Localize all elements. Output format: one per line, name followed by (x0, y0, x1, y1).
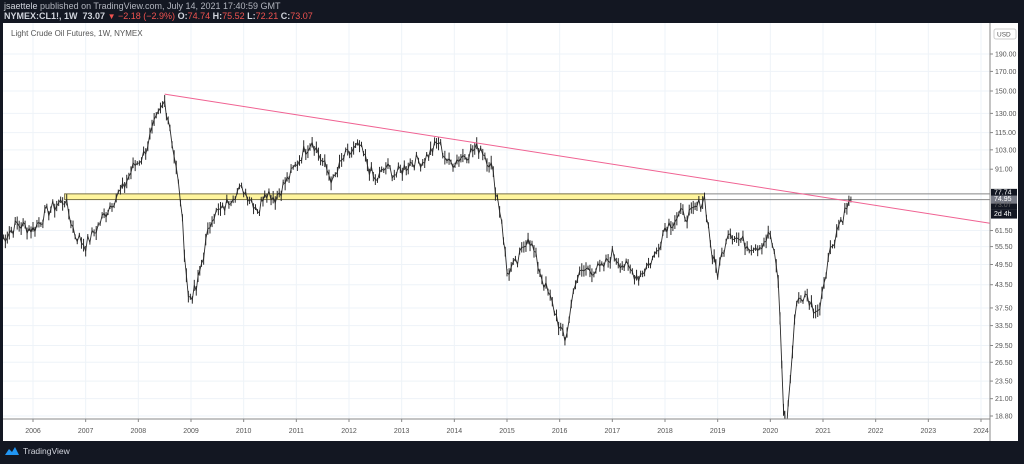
time-tick-label: 2011 (289, 428, 304, 435)
price-axis[interactable]: 190.00 170.00 150.00 130.00 115.00 103.00 91.0… (989, 23, 1018, 441)
time-tick-label: 2019 (710, 428, 726, 435)
price-tick-label: 130.00 (995, 111, 1017, 118)
published-text: published on TradingView.com, July 14, 2… (40, 1, 281, 11)
svg-text:2d 4h: 2d 4h (994, 211, 1012, 218)
chart-legend-title: Light Crude Oil Futures, 1W, NYMEX (11, 29, 143, 38)
open-label: O: (177, 11, 188, 21)
time-tick-label: 2023 (921, 428, 937, 435)
price-tick-label: 170.00 (995, 69, 1017, 76)
svg-text:74.95: 74.95 (994, 196, 1012, 203)
low-value: 72.21 (255, 11, 279, 21)
price-tick-label: 29.50 (995, 343, 1013, 350)
current-price-badge (991, 195, 1017, 204)
time-tick-label: 2017 (605, 428, 621, 435)
time-tick-label: 2010 (236, 428, 252, 435)
time-tick-label: 2012 (341, 428, 357, 435)
price-tick-label: 91.00 (995, 167, 1013, 174)
brand-name: TradingView (23, 446, 70, 456)
close-label: C: (280, 11, 291, 21)
last-price: 73.07 (82, 11, 106, 21)
price-tick-label: 49.50 (995, 262, 1013, 269)
price-tick-label: 61.50 (995, 228, 1013, 235)
price-line (3, 99, 852, 436)
low-label: L: (247, 11, 256, 21)
currency-label[interactable]: USD (997, 32, 1011, 39)
close-value: 73.07 (290, 11, 313, 21)
descending-trendline[interactable] (164, 93, 991, 224)
price-change: −2.18 (−2.9%) (118, 11, 176, 21)
symbol-info: NYMEX:CL1!, 1W 73.07 ▼ −2.18 (−2.9%) O:7… (4, 11, 313, 21)
resistance-zone[interactable] (64, 193, 706, 201)
footer-bar: TradingView (0, 441, 1024, 464)
time-tick-label: 2009 (183, 428, 199, 435)
time-tick-label: 2013 (394, 428, 410, 435)
svg-text:73.07: 73.07 (994, 202, 1012, 209)
price-tick-label: 115.00 (995, 130, 1016, 137)
upper-price-badge (991, 188, 1017, 197)
price-tick-label: 26.50 (995, 360, 1013, 367)
time-tick-label: 2024 (973, 428, 989, 435)
price-tick-label: 150.00 (995, 89, 1017, 96)
price-tick-label: 23.50 (995, 379, 1013, 386)
time-tick-label: 2016 (552, 428, 568, 435)
time-tick-label: 2022 (868, 428, 884, 435)
svg-text:77.74: 77.74 (994, 189, 1012, 196)
author-name[interactable]: jsaettele (4, 1, 38, 11)
price-tick-label: 103.00 (995, 147, 1017, 154)
time-tick-label: 2018 (657, 428, 673, 435)
down-triangle-icon: ▼ (107, 12, 116, 21)
last-price-badge (991, 203, 1017, 210)
tradingview-cloud-icon (5, 447, 19, 455)
price-tick-label: 18.80 (995, 414, 1013, 421)
time-tick-label: 2008 (131, 428, 147, 435)
time-tick-label: 2021 (815, 428, 831, 435)
price-chart[interactable]: 190.00 170.00 150.00 130.00 115.00 103.00 91.0… (3, 23, 1018, 441)
price-tick-label: 43.50 (995, 282, 1013, 289)
grid-lines (3, 23, 990, 419)
countdown-badge (991, 209, 1017, 219)
publish-info: jsaettele published on TradingView.com, … (4, 1, 281, 11)
symbol-name: NYMEX:CL1!, 1W (4, 11, 78, 21)
time-tick-label: 2014 (447, 428, 463, 435)
time-tick-label: 2006 (25, 428, 41, 435)
time-tick-label: 2007 (78, 428, 94, 435)
high-value: 75.52 (222, 11, 245, 21)
publish-header: jsaettele published on TradingView.com, … (0, 0, 1024, 22)
time-axis[interactable]: 2006 2007 2008 2009 2010 2011 2012 2013 2014 2015… (3, 418, 1018, 441)
price-tick-label: 33.50 (995, 323, 1013, 330)
price-tick-label: 21.00 (995, 396, 1013, 403)
price-tick-label: 190.00 (995, 52, 1017, 59)
price-tick-label: 37.50 (995, 305, 1013, 312)
open-value: 74.74 (187, 11, 211, 21)
high-label: H: (212, 11, 223, 21)
time-tick-label: 2020 (763, 428, 779, 435)
tradingview-brand[interactable]: TradingView (4, 446, 70, 456)
chart-panel[interactable]: 190.00 170.00 150.00 130.00 115.00 103.00 91.0… (3, 23, 1018, 441)
price-bars (3, 95, 852, 439)
price-tick-label: 55.50 (995, 244, 1013, 251)
time-tick-label: 2015 (499, 428, 515, 435)
